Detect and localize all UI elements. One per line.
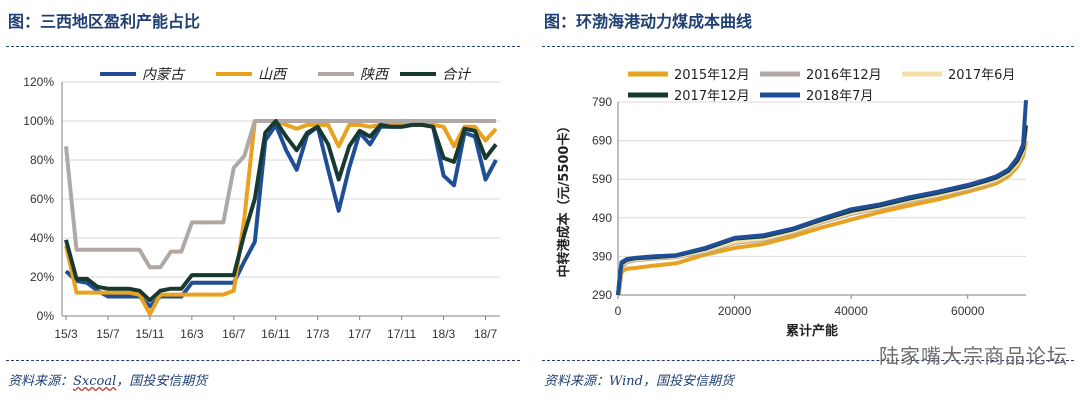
x-tick-label: 15/7 — [96, 327, 120, 341]
curve-series-0 — [616, 140, 1028, 296]
curve-series-2 — [616, 128, 1028, 296]
watermark: 陆家嘴大宗商品论坛 — [879, 344, 1068, 368]
left-chart-title: 图：三西地区盈利产能占比 — [8, 12, 201, 31]
legend-label: 2017年6月 — [948, 68, 1015, 83]
legend-label: 山西 — [258, 67, 288, 83]
x-tick-label: 16/7 — [222, 327, 246, 341]
line-series-2 — [64, 119, 496, 270]
line-series-3 — [64, 119, 498, 303]
right-chart: 290 390 490 590 690 790 0 20000 40000 60000 累计产能 中转… — [556, 68, 1028, 339]
curve-series-1 — [616, 130, 1028, 296]
left-source-suffix: ，国投安信期货 — [116, 374, 208, 389]
x-tick-label: 40000 — [834, 304, 868, 318]
y-tick-label: 0% — [37, 309, 55, 323]
right-chart-title: 图：环渤海港动力煤成本曲线 — [544, 12, 753, 31]
x-tick-label: 18/7 — [474, 327, 498, 341]
x-tick-label: 17/7 — [348, 327, 372, 341]
legend-label: 陕西 — [360, 67, 390, 83]
x-tick-label: 16/11 — [261, 327, 290, 341]
y-tick-label: 390 — [592, 249, 612, 263]
y-tick-label: 590 — [592, 172, 612, 186]
legend-label: 合计 — [442, 67, 472, 83]
y-tick-label: 290 — [592, 288, 612, 302]
y-tick-label: 490 — [592, 211, 612, 225]
x-tick-label: 16/3 — [180, 327, 204, 341]
curve-series-4 — [616, 99, 1028, 296]
line-series-0 — [64, 122, 498, 309]
left-source-name: Sxcoal — [73, 374, 117, 389]
legend-label: 2017年12月 — [674, 89, 750, 104]
right-title-divider — [542, 46, 1074, 47]
y-tick-label: 790 — [592, 95, 612, 109]
legend-label: 2018年7月 — [806, 89, 873, 104]
y-tick-label: 60% — [30, 192, 54, 206]
right-source-divider — [542, 360, 1074, 361]
legend-label: 2015年12月 — [674, 68, 750, 83]
x-tick-label: 17/11 — [387, 327, 416, 341]
x-tick-label: 18/3 — [432, 327, 456, 341]
y-tick-label: 120% — [23, 75, 54, 89]
left-source: 资料来源：Sxcoal，国投安信期货 — [8, 370, 207, 389]
left-title-divider — [6, 46, 520, 47]
left-source-prefix: 资料来源： — [8, 374, 74, 389]
y-tick-label: 40% — [30, 231, 54, 245]
x-tick-label: 17/3 — [306, 327, 330, 341]
x-tick-label: 60000 — [951, 304, 985, 318]
left-chart: 0% 20% 40% 60% 80% 100% 120% 15/3 15/7 15/11 16/3 1… — [23, 67, 500, 341]
line-series-1 — [64, 119, 498, 317]
x-tick-label: 15/3 — [54, 327, 78, 341]
y-axis-title: 中转港成本（元/5500卡） — [556, 120, 572, 278]
x-tick-label: 15/11 — [135, 327, 164, 341]
legend-label: 内蒙古 — [142, 67, 186, 83]
curve-series-3 — [616, 124, 1028, 296]
y-tick-label: 20% — [30, 270, 54, 284]
x-axis-title: 累计产能 — [786, 323, 838, 339]
left-source-divider — [6, 360, 520, 361]
x-tick-label: 0 — [615, 304, 622, 318]
right-source: 资料来源：Wind，国投安信期货 — [544, 374, 734, 389]
y-tick-label: 80% — [30, 153, 54, 167]
y-tick-label: 690 — [592, 134, 612, 148]
legend-label: 2016年12月 — [806, 68, 882, 83]
y-tick-label: 100% — [23, 114, 54, 128]
x-tick-label: 20000 — [718, 304, 752, 318]
